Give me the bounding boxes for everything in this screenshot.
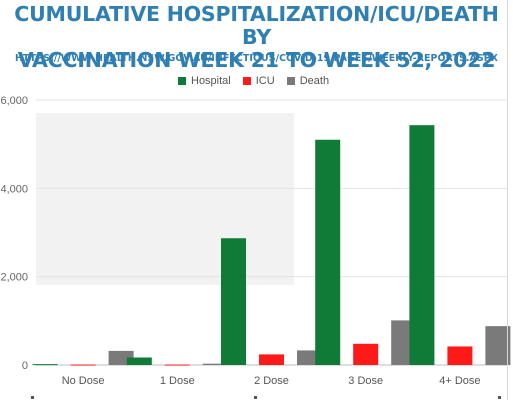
x-tick-label: 1 Dose: [160, 375, 195, 387]
bar-hospital: [32, 364, 58, 366]
bar-icu: [447, 346, 473, 365]
bar-hospital: [126, 357, 152, 365]
chart-title-line-2: VACCINATION WEEK 21 TO WEEK 52, 2022: [17, 48, 496, 72]
chart-subtitle: HTTPS://WWW.HEALTH.NSW.GOV.AU/INFECTIOUS…: [14, 53, 499, 64]
plot-highlight-area: [36, 113, 294, 285]
legend-item-icu: ICU: [242, 75, 275, 87]
x-tick-label: 2 Dose: [254, 375, 289, 387]
chart-title: CUMULATIVE HOSPITALIZATION/ICU/DEATH BY …: [0, 3, 513, 72]
selection-handle-right[interactable]: [498, 396, 501, 399]
chart-title-line-1: CUMULATIVE HOSPITALIZATION/ICU/DEATH BY: [14, 2, 499, 49]
bar-icu: [353, 343, 379, 365]
legend-label-hospital: Hospital: [191, 75, 231, 87]
window-edge: [507, 0, 508, 400]
y-tick-label: 6,000: [0, 95, 28, 107]
y-tick-label: 4,000: [0, 183, 28, 195]
selection-handle-left[interactable]: [31, 396, 34, 399]
y-tick-label: 0: [22, 360, 28, 372]
x-tick-label: 4+ Dose: [439, 375, 480, 387]
legend-swatch-hospital: [178, 77, 186, 85]
bar-hospital: [409, 125, 435, 365]
bar-icu: [259, 354, 284, 365]
chart-legend: Hospital ICU Death: [178, 74, 329, 88]
bar-death: [202, 363, 228, 365]
bar-icu: [70, 364, 96, 366]
bar-hospital: [315, 139, 341, 365]
x-tick-label: 3 Dose: [348, 375, 383, 387]
legend-label-icu: ICU: [255, 75, 275, 87]
legend-item-death: Death: [286, 75, 330, 87]
legend-label-death: Death: [299, 75, 330, 87]
selection-handle-middle[interactable]: [254, 396, 257, 399]
bar-death: [485, 326, 511, 365]
x-tick-label: No Dose: [62, 375, 105, 387]
legend-swatch-icu: [242, 77, 251, 85]
y-tick-label: 2,000: [0, 272, 28, 284]
legend-swatch-death: [286, 77, 295, 85]
legend-item-hospital: Hospital: [178, 75, 231, 87]
bar-icu: [164, 364, 190, 366]
bar-hospital: [221, 238, 246, 365]
